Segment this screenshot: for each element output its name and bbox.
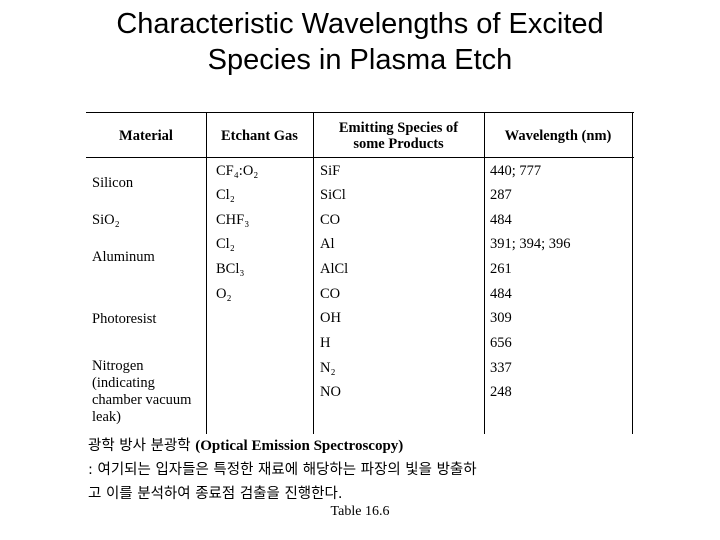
- species-cell: OH: [320, 310, 341, 326]
- species-cell: Al: [320, 236, 335, 252]
- wavelength-cell: 484: [490, 286, 512, 302]
- table-top-rule: [86, 112, 634, 113]
- explanation-english-heading: (Optical Emission Spectroscopy): [195, 438, 404, 454]
- gas-cell: CHF₃: [216, 212, 250, 228]
- species-cell: SiCl: [320, 187, 346, 203]
- table-header-rule: [86, 157, 634, 158]
- wavelength-cell: 261: [490, 261, 512, 277]
- wavelength-cell: 337: [490, 360, 512, 376]
- species-cell: SiF: [320, 163, 341, 179]
- slide-title: Characteristic Wavelengths of Excited Sp…: [0, 6, 720, 78]
- material-nitrogen-line-1: Nitrogen: [92, 358, 144, 374]
- material-nitrogen-line-3: chamber vacuum: [92, 392, 192, 408]
- column-divider-1: [206, 112, 207, 434]
- wavelength-cell: 391; 394; 396: [490, 236, 571, 252]
- wavelength-cell: 484: [490, 212, 512, 228]
- material-aluminum: Aluminum: [92, 249, 155, 265]
- material-nitrogen-line-2: (indicating: [92, 375, 155, 391]
- wavelength-cell: 287: [490, 187, 512, 203]
- explanation-korean-heading: 광학 방사 분광학: [88, 438, 191, 454]
- species-cell: H: [320, 335, 331, 351]
- header-etchant-gas: Etchant Gas: [221, 128, 298, 144]
- wavelength-cell: 656: [490, 335, 512, 351]
- species-cell: N₂: [320, 360, 336, 376]
- explanation-line-2: : 여기되는 입자들은 특정한 재료에 해당하는 파장의 빛을 방출하: [88, 462, 477, 478]
- table-right-rule: [632, 112, 633, 434]
- species-cell: AlCl: [320, 261, 349, 277]
- gas-cell: Cl₂: [216, 187, 235, 203]
- material-photoresist: Photoresist: [92, 311, 157, 327]
- gas-cell: BCl₃: [216, 261, 245, 277]
- species-cell: NO: [320, 384, 341, 400]
- species-cell: CO: [320, 286, 341, 302]
- column-divider-3: [484, 112, 485, 434]
- material-silicon: Silicon: [92, 175, 134, 191]
- header-emitting-species-line-2: some Products: [353, 136, 444, 152]
- explanation-line-3: 고 이를 분석하여 종료점 검출을 진행한다.: [88, 486, 343, 502]
- species-cell: CO: [320, 212, 341, 228]
- material-sio2: SiO₂: [92, 212, 120, 228]
- material-nitrogen-line-4: leak): [92, 409, 121, 425]
- header-material: Material: [119, 128, 173, 144]
- header-emitting-species-line-1: Emitting Species of: [338, 120, 459, 136]
- gas-cell: CF₄:O₂: [216, 163, 259, 179]
- title-line-1: Characteristic Wavelengths of Excited: [116, 8, 604, 40]
- column-divider-2: [313, 112, 314, 434]
- header-wavelength: Wavelength (nm): [504, 128, 612, 144]
- explanation-line-1: 광학 방사 분광학 (Optical Emission Spectroscopy…: [88, 434, 688, 458]
- wavelength-cell: 248: [490, 384, 512, 400]
- title-line-2: Species in Plasma Etch: [207, 44, 513, 76]
- explanation-text: 광학 방사 분광학 (Optical Emission Spectroscopy…: [88, 434, 688, 506]
- gas-cell: O₂: [216, 286, 232, 302]
- wavelength-table: Material Etchant Gas Emitting Species of…: [86, 112, 634, 434]
- wavelength-cell: 440; 777: [490, 163, 542, 179]
- table-caption: Table 16.6: [330, 504, 390, 519]
- wavelength-cell: 309: [490, 310, 512, 326]
- gas-cell: Cl₂: [216, 236, 235, 252]
- header-emitting-species: Emitting Species of some Products: [313, 120, 484, 152]
